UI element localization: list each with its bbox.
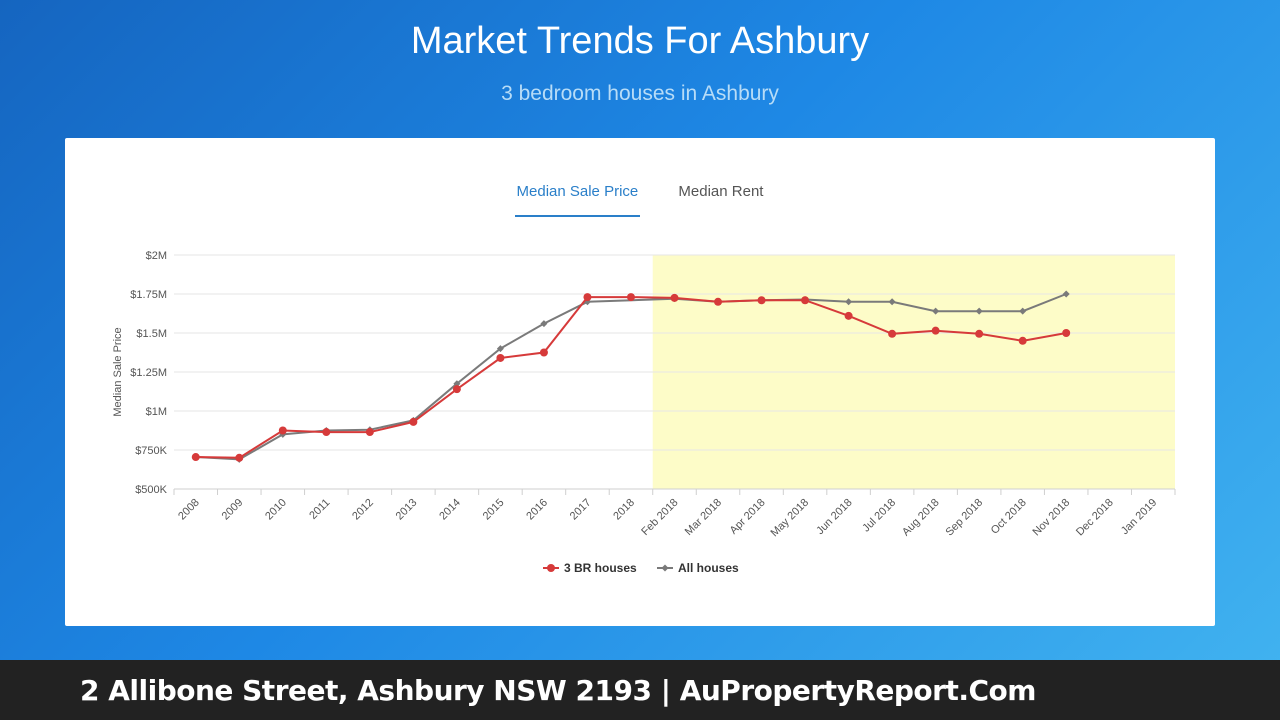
x-tick-label: 2018 [611, 497, 637, 523]
data-point-3br [844, 311, 853, 320]
x-tick-label: 2013 [394, 497, 420, 523]
data-point-all [845, 298, 853, 306]
y-tick-label: $2M [146, 250, 167, 262]
legend-label-all-houses: All houses [678, 561, 739, 575]
page-title: Market Trends For Ashbury [410, 20, 870, 62]
legend-marker-3br-houses [547, 564, 555, 572]
x-tick-label: May 2018 [769, 497, 812, 540]
y-tick-label: $1.75M [130, 289, 167, 301]
x-tick-label: Sep 2018 [943, 497, 985, 539]
data-point-3br [714, 297, 723, 306]
data-point-3br [322, 428, 331, 437]
data-point-all [583, 298, 591, 306]
data-point-all [540, 320, 548, 328]
data-point-3br [235, 453, 244, 462]
x-tick-label: Feb 2018 [639, 497, 680, 538]
page-subtitle: 3 bedroom houses in Ashbury [501, 82, 779, 105]
data-point-all [975, 307, 983, 315]
data-point-3br [975, 329, 984, 338]
y-tick-label: $750K [135, 445, 167, 457]
chart-card: Median Sale Price Median Rent $500K $750K… [65, 138, 1215, 626]
data-point-all [888, 298, 896, 306]
data-point-3br [496, 353, 505, 362]
x-tick-label: 2011 [307, 497, 332, 522]
data-point-3br [801, 296, 810, 305]
data-point-3br [583, 293, 592, 302]
data-point-all [1019, 307, 1027, 315]
legend-label-3br-houses: 3 BR houses [564, 561, 637, 575]
data-point-all [453, 380, 461, 388]
data-point-3br [626, 293, 635, 302]
x-tick-label: Oct 2018 [989, 497, 1029, 537]
data-point-all [496, 345, 504, 353]
x-tick-label: 2014 [437, 497, 463, 523]
y-tick-label: $1.5M [136, 328, 167, 340]
data-point-3br [409, 417, 418, 426]
data-point-3br [278, 426, 287, 435]
data-point-3br [191, 453, 200, 462]
x-tick-label: 2017 [568, 497, 594, 523]
tab-median-sale-price[interactable]: Median Sale Price [514, 183, 641, 217]
y-tick-label: $1M [146, 406, 167, 418]
x-tick-label: Apr 2018 [728, 497, 768, 537]
median-price-chart: $500K $750K $1M $1.25M $1.5M $1.75M $2M 2008 200… [112, 250, 1176, 575]
y-tick-label: $500K [135, 484, 167, 496]
x-tick-label: 2008 [176, 497, 202, 523]
data-point-3br [757, 296, 766, 305]
data-point-3br [1018, 336, 1027, 345]
x-tick-label: 2015 [481, 497, 507, 523]
data-point-3br [931, 326, 940, 335]
x-tick-label: Nov 2018 [1031, 497, 1073, 539]
data-point-3br [452, 385, 461, 394]
data-point-3br [888, 329, 897, 338]
x-tick-label: Aug 2018 [900, 497, 942, 539]
data-point-3br [1062, 329, 1071, 337]
y-axis-title: Median Sale Price [112, 327, 124, 416]
x-tick-label: 2016 [524, 497, 550, 523]
x-tick-label: 2012 [350, 497, 376, 523]
x-tick-label: Dec 2018 [1074, 497, 1116, 539]
x-tick-label: Jan 2019 [1119, 497, 1159, 537]
x-tick-label: 2009 [220, 497, 246, 523]
data-point-3br [365, 428, 374, 437]
y-tick-label: $1.25M [130, 367, 167, 379]
data-point-3br [539, 348, 548, 357]
footer-bar: 2 Allibone Street, Ashbury NSW 2193 | Au… [0, 660, 1280, 720]
legend-marker-all-houses [661, 564, 669, 572]
x-tick-label: Mar 2018 [683, 497, 724, 538]
footer-address: 2 Allibone Street, Ashbury NSW 2193 | Au… [80, 674, 1036, 707]
data-point-all [932, 307, 940, 315]
x-tick-label: Jun 2018 [814, 497, 854, 537]
x-tick-label: 2010 [263, 497, 289, 523]
x-tick-label: Jul 2018 [860, 497, 898, 535]
tab-median-rent[interactable]: Median Rent [678, 183, 764, 200]
data-point-all [1062, 290, 1070, 298]
chart-tabs: Median Sale Price Median Rent [65, 183, 1215, 217]
data-point-3br [670, 293, 679, 302]
